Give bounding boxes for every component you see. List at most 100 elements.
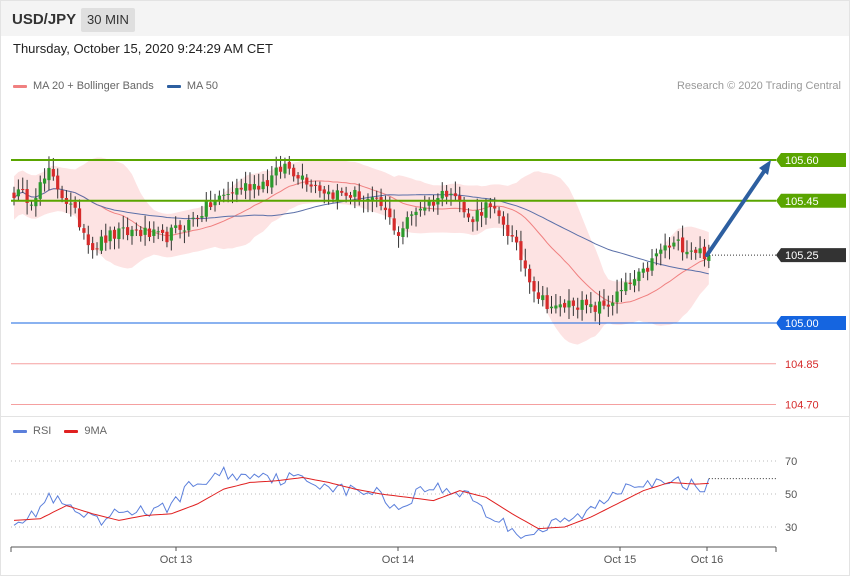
- candle-body: [34, 198, 38, 207]
- candle-body: [222, 194, 226, 196]
- candle-body: [77, 208, 82, 228]
- candle-body: [554, 305, 558, 309]
- legend-item-ma20: MA 20 + Bollinger Bands: [13, 80, 154, 92]
- candle-body: [160, 229, 165, 233]
- candle-body: [493, 206, 497, 209]
- levels-group: 105.60 105.45 105.25 105.00 104.85 104.70: [11, 153, 846, 412]
- candle-body: [47, 167, 51, 181]
- candle-body: [147, 228, 152, 237]
- candle-body: [217, 195, 221, 200]
- candle-body: [466, 213, 471, 218]
- candle-body: [414, 211, 418, 216]
- candle-body: [56, 175, 60, 190]
- candle-body: [60, 190, 64, 199]
- chart-timestamp: Thursday, October 15, 2020 9:24:29 AM CE…: [13, 41, 273, 56]
- candle-body: [689, 250, 693, 252]
- candle-body: [453, 193, 457, 197]
- candle-body: [12, 192, 16, 199]
- candle-body: [602, 300, 606, 306]
- candle-body: [528, 268, 532, 283]
- candle-body: [287, 161, 291, 169]
- candle-body: [475, 210, 479, 222]
- candle-body: [257, 185, 261, 190]
- candle-body: [519, 241, 523, 261]
- candle-body: [383, 207, 388, 211]
- ma20-line: [13, 180, 709, 304]
- candle-body: [156, 231, 160, 233]
- candle-body: [121, 227, 125, 229]
- candle-body: [462, 202, 466, 213]
- candle-body: [239, 187, 243, 190]
- candle-body: [584, 299, 589, 306]
- candle-body: [545, 295, 549, 310]
- candle-body: [248, 184, 252, 191]
- candle-body: [331, 192, 335, 199]
- candle-body: [646, 267, 650, 272]
- candle-body: [252, 184, 256, 190]
- candle-body: [606, 304, 610, 307]
- candle-body: [589, 304, 593, 308]
- rsi-tick-label-50: 50: [785, 489, 797, 501]
- candle-body: [191, 217, 195, 219]
- candle-body: [423, 207, 427, 211]
- candle-body: [278, 166, 283, 172]
- candle-body: [204, 201, 208, 217]
- candle-body: [29, 204, 34, 206]
- candle-body: [126, 227, 130, 236]
- candle-body: [91, 243, 95, 251]
- candle-body: [418, 208, 423, 211]
- candle-body: [82, 228, 86, 233]
- candle-body: [182, 230, 187, 232]
- candle-body: [619, 289, 624, 292]
- legend-swatch-9ma: [64, 429, 79, 433]
- candle-body: [117, 228, 121, 240]
- candle-body: [25, 189, 29, 203]
- candle-body: [375, 197, 379, 199]
- candle-body: [95, 248, 99, 250]
- candle-body: [366, 198, 370, 201]
- candle-body: [615, 291, 619, 303]
- candle-body: [104, 235, 108, 243]
- candle-body: [484, 202, 488, 218]
- rsi-line: [13, 466, 710, 540]
- candle-body: [558, 304, 562, 308]
- candle-body: [209, 202, 213, 207]
- x-tick-label-Oct 16: Oct 16: [691, 554, 723, 566]
- candle-body: [165, 231, 169, 243]
- candle-body: [134, 229, 138, 231]
- candle-body: [169, 227, 173, 241]
- candle-body: [458, 195, 462, 202]
- bollinger-band-area: [14, 157, 709, 345]
- candle-body: [449, 193, 453, 195]
- candle-body: [86, 234, 90, 246]
- candle-body: [69, 203, 73, 205]
- level-tag-105.45: [776, 193, 846, 208]
- timeframe-button[interactable]: 30 MIN: [81, 8, 135, 32]
- candle-body: [685, 251, 689, 255]
- candle-body: [213, 200, 217, 206]
- candle-body: [667, 245, 672, 248]
- candle-body: [270, 175, 274, 188]
- candle-body: [392, 218, 396, 231]
- candle-body: [637, 271, 641, 282]
- legend-swatch-rsi: [13, 429, 27, 433]
- candle-body: [672, 242, 676, 247]
- candle-body: [348, 195, 353, 198]
- candle-body: [327, 191, 331, 195]
- candle-body: [38, 182, 42, 199]
- ma50-line: [13, 188, 709, 275]
- candle-body: [702, 246, 707, 260]
- candle-body: [479, 212, 484, 216]
- candle-body: [226, 193, 230, 195]
- legend-item-ma50: MA 50: [166, 80, 218, 92]
- candle-body: [628, 282, 632, 284]
- candle-body: [51, 168, 55, 177]
- pane-divider: [1, 416, 849, 417]
- candle-body: [274, 167, 278, 176]
- level-label-105.25: 105.25: [785, 250, 819, 262]
- candle-body: [344, 192, 348, 196]
- level-label-105.60: 105.60: [785, 155, 819, 167]
- rsi-pane: 70 50 30: [11, 456, 797, 540]
- candle-body: [541, 295, 545, 301]
